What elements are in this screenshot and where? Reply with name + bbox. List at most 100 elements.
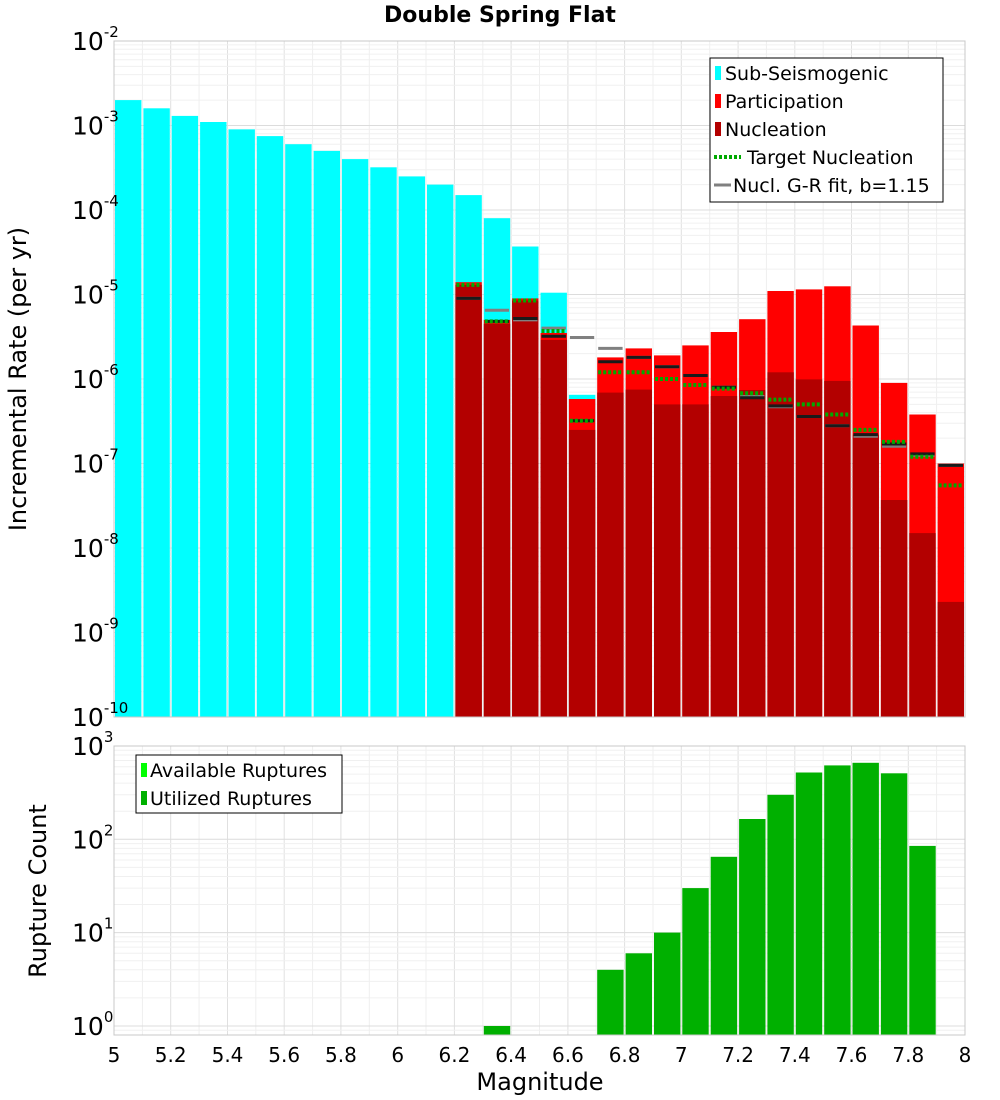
legend-swatch-sub-seismogenic: [715, 66, 721, 80]
sub-seismogenic-bar: [143, 108, 170, 718]
top-bars: [115, 100, 964, 718]
x-tick-label: 5.4: [212, 1043, 244, 1067]
bottom-y-tick-label: 102: [72, 821, 113, 854]
x-tick-label: 5.2: [155, 1043, 187, 1067]
x-tick-label: 6.8: [609, 1043, 641, 1067]
utilized-ruptures-bar: [483, 1026, 511, 1035]
nucleation-bar: [937, 601, 964, 717]
utilized-ruptures-bar: [795, 772, 823, 1035]
bottom-grid: [113, 745, 966, 1036]
x-tick-labels: 5 5.2 5.4 5.6 5.8 6 6.2 6.4 6.6 6.8 7 7.2 7.4 7.6 7.8 8: [108, 1043, 972, 1067]
nucleation-bar: [625, 389, 652, 717]
legend-label-sub-seismogenic: Sub-Seismogenic: [725, 63, 889, 85]
nucleation-bar: [483, 323, 511, 717]
nucleation-bar: [654, 404, 681, 717]
nucleation-bar: [540, 339, 567, 717]
sub-seismogenic-bar: [341, 159, 369, 718]
nucleation-bar: [455, 284, 482, 717]
top-y-axis-label: Incremental Rate (per yr): [4, 227, 32, 531]
utilized-ruptures-bar: [597, 969, 624, 1035]
sub-seismogenic-bar: [200, 122, 227, 717]
nucleation-bar: [824, 380, 851, 717]
top-legend-box: [709, 57, 944, 203]
top-legend: Sub-Seismogenic Participation Nucleation…: [709, 57, 944, 203]
sub-seismogenic-bar: [256, 136, 284, 718]
legend-label-nucleation: Nucleation: [725, 119, 827, 141]
utilized-ruptures-bar: [710, 856, 738, 1035]
legend-swatch-nucleation: [715, 122, 721, 136]
x-tick-label: 6.2: [438, 1043, 470, 1067]
top-lines: [456, 282, 963, 488]
x-tick-label: 5: [108, 1043, 121, 1067]
legend-label-target-nucleation: Target Nucleation: [746, 147, 914, 169]
utilized-ruptures-bar: [767, 794, 794, 1035]
x-tick-label: 5.6: [268, 1043, 300, 1067]
x-tick-label: 7.2: [722, 1043, 754, 1067]
nucleation-bar: [739, 390, 766, 717]
utilized-ruptures-bar: [824, 765, 851, 1035]
legend-swatch-participation: [715, 94, 721, 108]
nucleation-bar: [795, 379, 823, 717]
top-y-tick-label: 10-6: [72, 361, 119, 394]
top-y-tick-labels: 10-2 10-3 10-4 10-5 10-6 10-7 10-8 10-9 10-10: [72, 23, 128, 732]
sub-seismogenic-bar: [171, 115, 199, 717]
bottom-bars: [483, 762, 936, 1035]
sub-seismogenic-bar: [228, 129, 255, 717]
nucleation-bar: [597, 392, 624, 717]
utilized-ruptures-bar: [682, 888, 709, 1035]
x-tick-label: 7.6: [836, 1043, 868, 1067]
utilized-ruptures-bar: [909, 845, 936, 1035]
legend-label-utilized-ruptures: Utilized Ruptures: [150, 788, 312, 810]
x-tick-label: 5.8: [325, 1043, 357, 1067]
top-y-tick-label: 10-5: [72, 277, 119, 310]
bottom-y-axis-label: Rupture Count: [24, 804, 52, 978]
legend-swatch-utilized-ruptures: [141, 791, 147, 805]
x-axis-label: Magnitude: [476, 1068, 603, 1096]
legend-label-available-ruptures: Available Ruptures: [150, 760, 327, 782]
nucleation-bar: [568, 429, 596, 717]
top-y-tick-label: 10-10: [72, 699, 128, 732]
bottom-plot-frame: [113, 745, 966, 1036]
bottom-y-tick-label: 101: [72, 915, 113, 948]
nucleation-bar: [852, 434, 879, 717]
bottom-y-tick-label: 100: [72, 1008, 113, 1041]
sub-seismogenic-bar: [398, 176, 426, 717]
top-y-tick-label: 10-3: [72, 108, 119, 141]
top-plot-frame: [113, 40, 966, 718]
sub-seismogenic-bar: [313, 150, 340, 717]
nucleation-bar: [512, 300, 539, 717]
top-y-tick-label: 10-9: [72, 615, 119, 648]
top-y-tick-label: 10-2: [72, 23, 119, 56]
nucleation-bar: [909, 533, 936, 717]
top-y-tick-label: 10-7: [72, 446, 119, 479]
nucleation-bar: [710, 396, 738, 717]
x-tick-label: 6: [391, 1043, 404, 1067]
nucleation-bar: [767, 372, 794, 717]
nucleation-bar: [880, 500, 908, 717]
sub-seismogenic-bar: [115, 100, 142, 718]
utilized-ruptures-bar: [625, 953, 652, 1035]
sub-seismogenic-bar: [427, 184, 454, 718]
bottom-legend-box: [135, 754, 343, 814]
utilized-ruptures-bar: [739, 819, 766, 1035]
x-tick-label: 7.8: [892, 1043, 924, 1067]
sub-seismogenic-bar: [370, 167, 397, 718]
utilized-ruptures-bar: [880, 773, 908, 1035]
legend-swatch-available-ruptures: [141, 763, 147, 777]
bottom-legend: Available Ruptures Utilized Ruptures: [135, 754, 343, 814]
utilized-ruptures-bar: [852, 762, 879, 1035]
x-tick-label: 6.4: [495, 1043, 527, 1067]
x-tick-label: 7: [675, 1043, 688, 1067]
x-tick-label: 7.4: [779, 1043, 811, 1067]
utilized-ruptures-bar: [654, 932, 681, 1035]
legend-label-participation: Participation: [725, 91, 844, 113]
nucleation-bar: [682, 404, 709, 717]
legend-label-gr-fit: Nucl. G-R fit, b=1.15: [733, 175, 930, 197]
bottom-y-tick-label: 103: [72, 728, 113, 761]
x-tick-label: 8: [959, 1043, 972, 1067]
top-y-tick-label: 10-4: [72, 192, 119, 225]
bottom-panel: 103 102 101 100 5 5.2 5.4 5.6 5.8 6 6.2 6.4 6.6 6.8 7…: [24, 728, 971, 1096]
top-y-tick-label: 10-8: [72, 530, 119, 563]
top-panel: 10-2 10-3 10-4 10-5 10-6 10-7 10-8 10-9 10-10 In…: [4, 23, 966, 732]
